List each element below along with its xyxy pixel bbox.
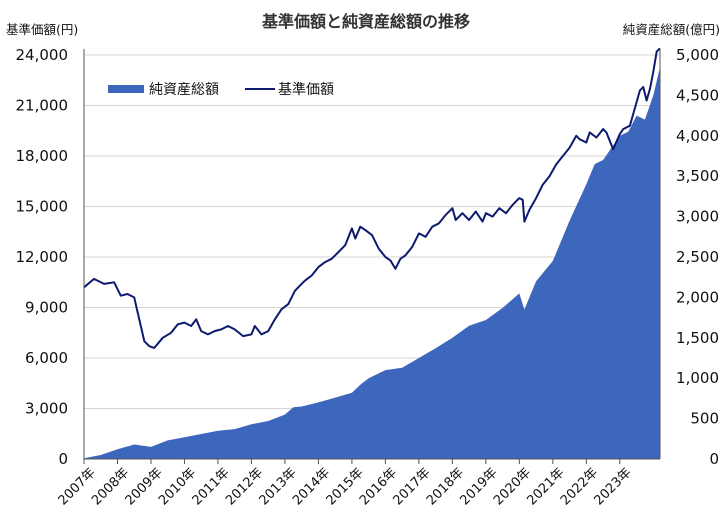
left-tick-label: 21,000: [16, 97, 69, 115]
right-tick-label: 5,000: [676, 46, 719, 64]
right-tick-label: 2,500: [676, 248, 719, 266]
nav-line-layer: [83, 47, 661, 349]
left-tick-label: 3,000: [25, 400, 68, 418]
right-tick-label: 3,000: [676, 208, 719, 226]
right-axis-ticks: 0 500 1,000 1,500 2,000 2,500 3,000 3,500 4,000 4…: [676, 46, 719, 468]
legend: 純資産総額 基準価額: [108, 81, 334, 98]
net-assets-area-layer: [84, 67, 660, 459]
left-axis-ticks: 0 3,000 6,000 9,000 12,000 15,000 18,000 21,000…: [16, 46, 69, 468]
left-tick-label: 6,000: [25, 349, 68, 367]
left-tick-label: 9,000: [25, 299, 68, 317]
right-tick-label: 4,000: [676, 127, 719, 145]
gridlines: [84, 54, 660, 409]
right-tick-label: 0: [709, 450, 719, 468]
left-tick-label: 0: [58, 450, 68, 468]
right-tick-label: 3,500: [676, 167, 719, 185]
left-tick-label: 24,000: [16, 46, 69, 64]
axes: [83, 49, 661, 464]
left-tick-label: 12,000: [16, 248, 69, 266]
left-tick-label: 18,000: [16, 147, 69, 165]
chart-title: 基準価額と純資産総額の推移: [261, 12, 470, 31]
right-axis-title: 純資産総額(億円): [623, 22, 720, 37]
legend-label-net-assets: 純資産総額: [149, 82, 219, 98]
right-tick-label: 1,500: [676, 329, 719, 347]
right-tick-label: 1,000: [676, 369, 719, 387]
nav-line: [83, 47, 661, 349]
left-axis-title: 基準価額(円): [6, 22, 78, 37]
right-tick-label: 4,500: [676, 86, 719, 104]
right-tick-label: 2,000: [676, 288, 719, 306]
right-tick-label: 500: [690, 410, 719, 428]
net-assets-area: [84, 67, 660, 459]
left-tick-label: 15,000: [16, 198, 69, 216]
legend-label-nav: 基準価額: [278, 81, 334, 98]
legend-swatch-net-assets: [108, 85, 144, 93]
